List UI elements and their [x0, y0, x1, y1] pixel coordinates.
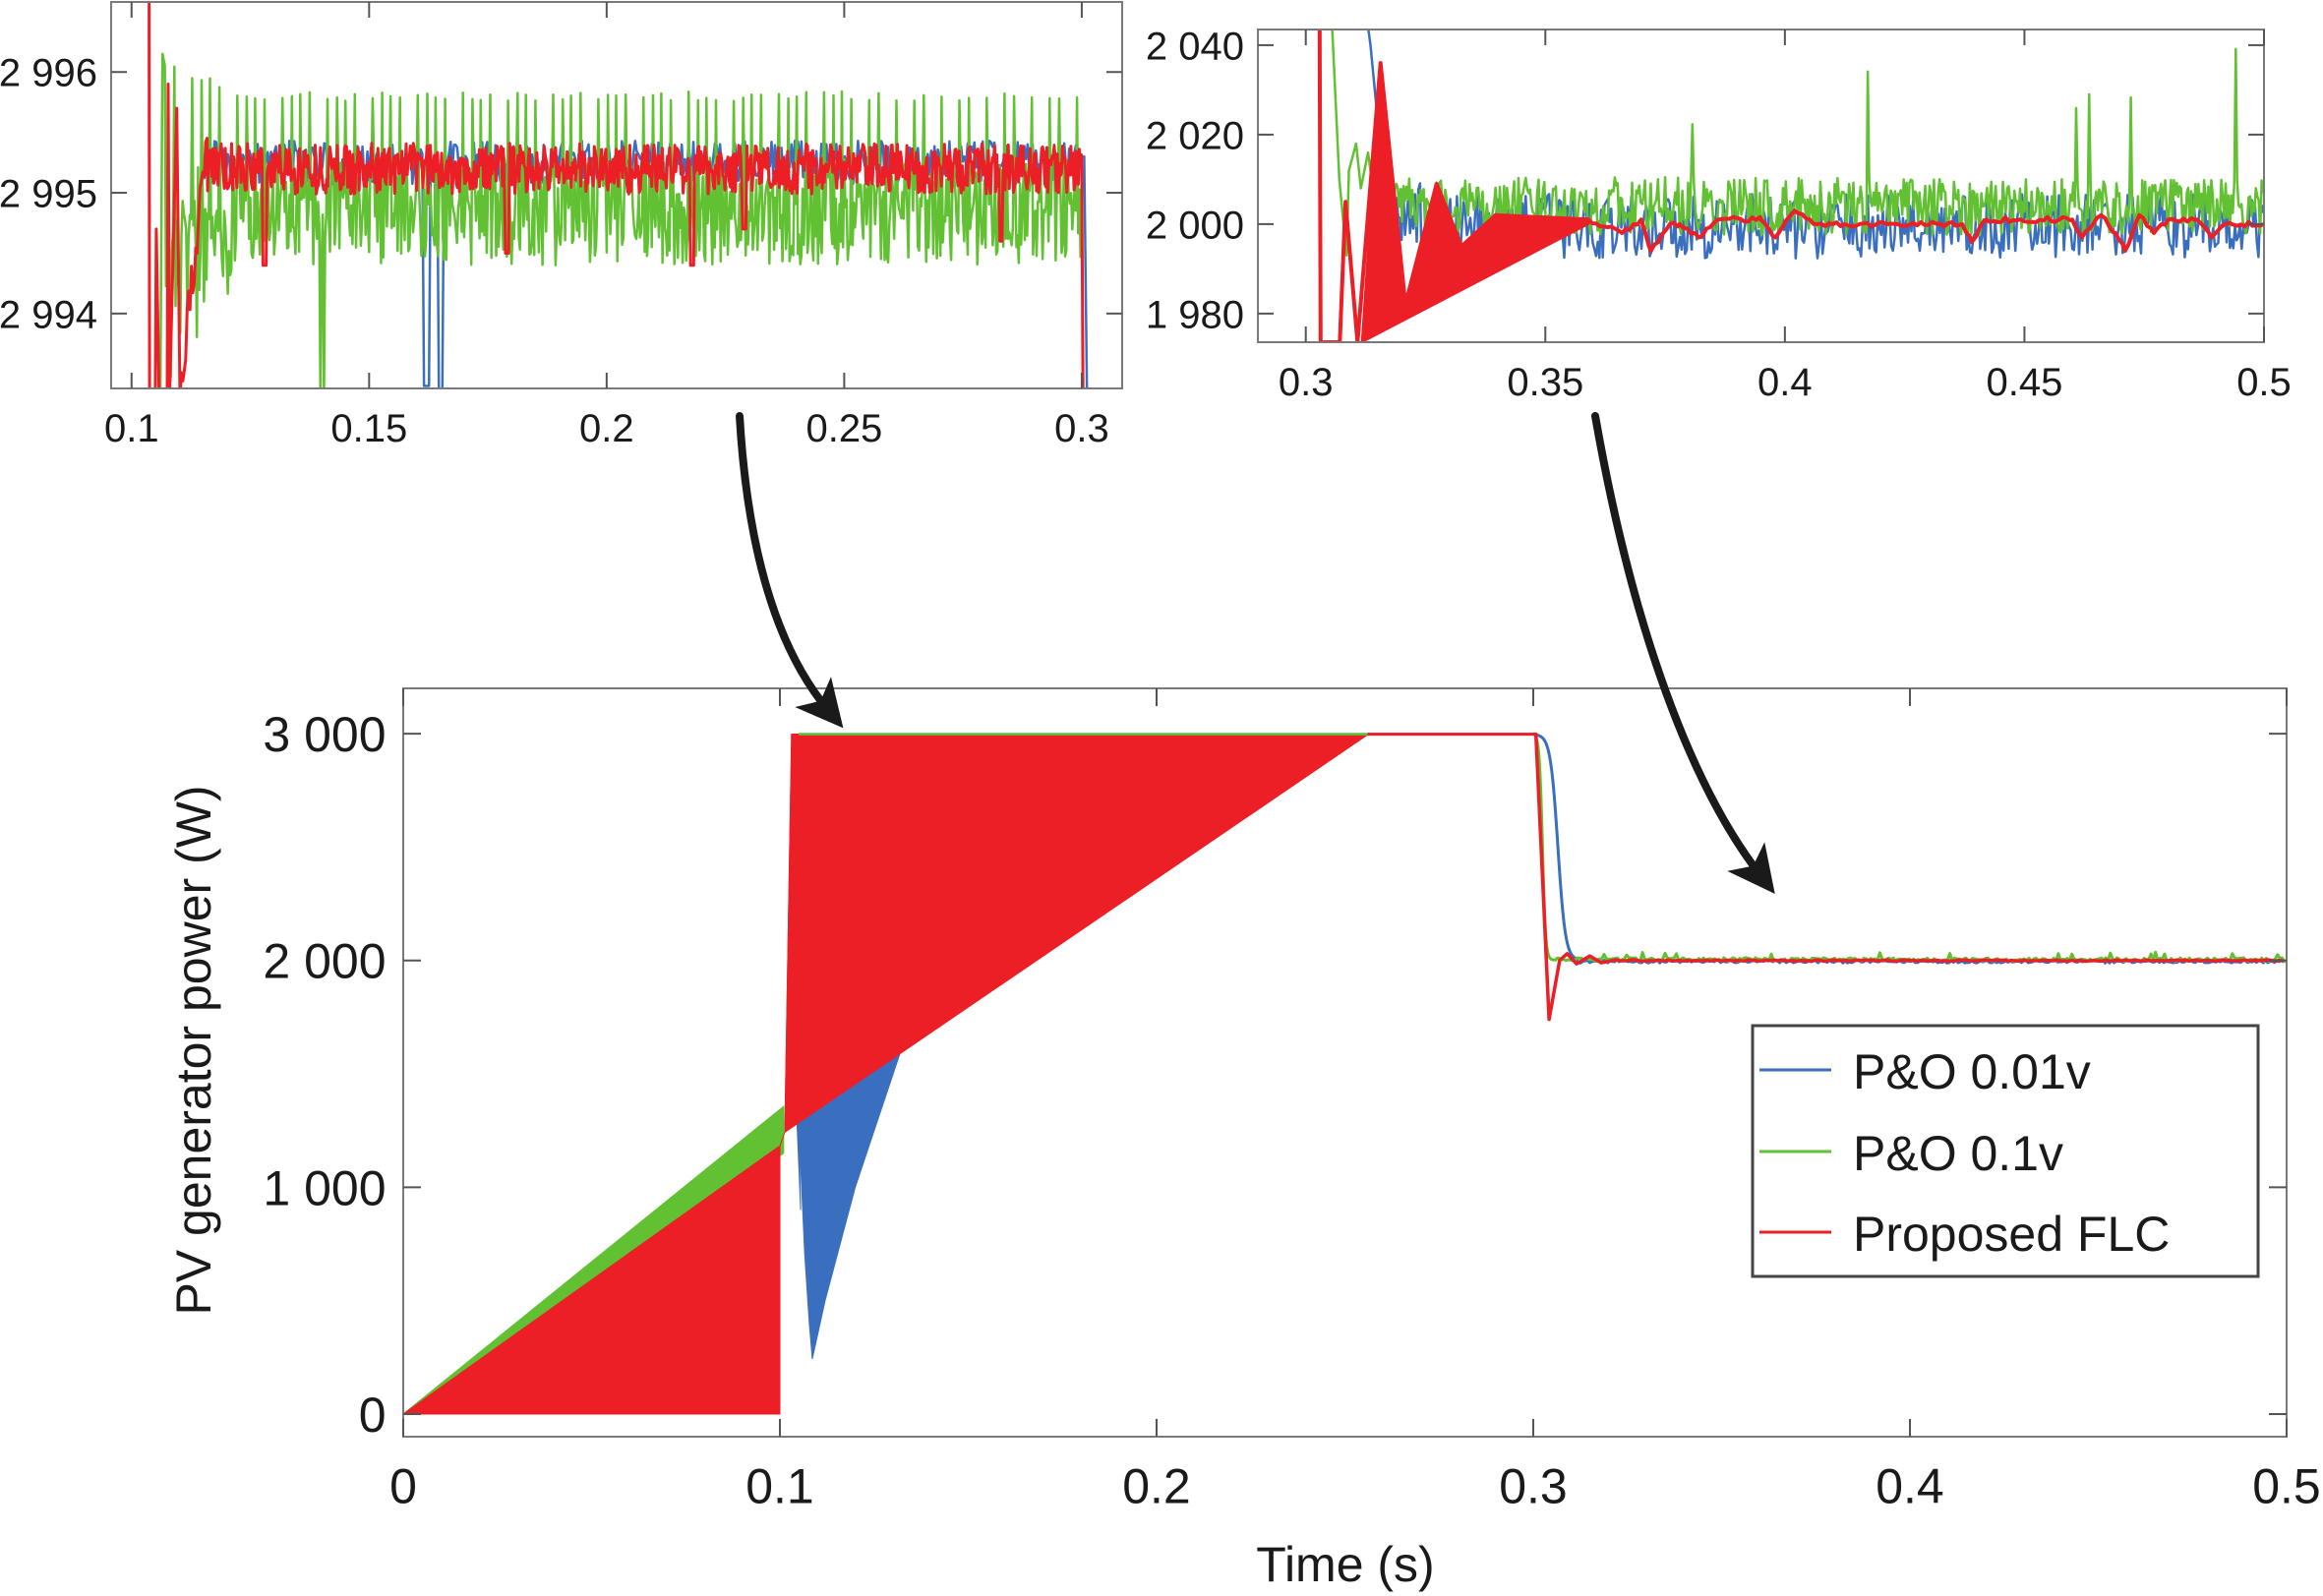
legend-label-po-01: P&O 0.1v [1853, 1126, 2063, 1181]
inset-left-series [148, 2, 1089, 388]
y-tick-label: 0 [359, 1388, 387, 1443]
main-axes-box [402, 687, 2288, 1438]
legend-label-flc: Proposed FLC [1853, 1207, 2170, 1262]
x-tick-label: 0.3 [1279, 361, 1334, 404]
inset-left-plot: 0.1 0.15 0.2 0.25 0.3 2 994 2 995 2 996 [0, 1, 1123, 450]
main-plot: 0 0.1 0.2 0.3 0.4 0.5 0 1 000 2 000 3 000 Time (s… [166, 687, 2321, 1592]
y-tick-label: 2 040 [1146, 25, 1244, 68]
inset-right-series [1317, 30, 2264, 342]
zoom-arrow-right [1591, 412, 1775, 894]
x-tick-label: 0.2 [579, 407, 634, 450]
inset-right-axes-box [1257, 29, 2265, 343]
inset-right-plot: 0.3 0.35 0.4 0.45 0.5 1 980 2 000 2 020 2 040 [1146, 25, 2292, 404]
zoom-arrow-left [736, 412, 844, 729]
x-tick-label: 0.45 [1986, 361, 2062, 404]
x-tick-label: 0.1 [104, 407, 159, 450]
series-flc-line [1533, 732, 2284, 1022]
inset-right-flc-line [1317, 30, 2264, 342]
y-axis-label: PV generator power (W) [166, 785, 221, 1315]
main-series [403, 732, 2287, 1415]
main-ticks: 0 0.1 0.2 0.3 0.4 0.5 0 1 000 2 000 3 000 [263, 688, 2321, 1514]
inset-left-po-01-line [158, 52, 1084, 388]
x-tick-label: 0.1 [745, 1459, 814, 1514]
y-tick-label: 2 995 [0, 172, 97, 215]
x-tick-label: 0.2 [1122, 1459, 1191, 1514]
series-flc-ramp [403, 1145, 781, 1415]
y-tick-label: 2 000 [1146, 204, 1244, 247]
x-tick-label: 0.15 [330, 407, 407, 450]
legend: P&O 0.01v P&O 0.1v Proposed FLC [1751, 1024, 2260, 1278]
y-tick-label: 3 000 [263, 707, 386, 762]
x-tick-label: 0.5 [2252, 1459, 2321, 1514]
x-axis-label: Time (s) [1256, 1537, 1434, 1592]
y-tick-label: 2 996 [0, 52, 97, 95]
inset-right-ticks: 0.3 0.35 0.4 0.45 0.5 1 980 2 000 2 020 2 040 [1146, 25, 2292, 404]
legend-label-po-001: P&O 0.01v [1853, 1044, 2091, 1099]
x-tick-label: 0.5 [2236, 361, 2292, 404]
y-tick-label: 2 994 [0, 293, 97, 336]
x-tick-label: 0 [389, 1459, 417, 1514]
x-tick-label: 0.25 [805, 407, 882, 450]
inset-left-ticks: 0.1 0.15 0.2 0.25 0.3 2 994 2 995 2 996 [0, 2, 1122, 450]
y-tick-label: 2 020 [1146, 114, 1244, 157]
inset-left-flc-line [148, 2, 1085, 388]
x-tick-label: 0.4 [1757, 361, 1813, 404]
y-tick-label: 1 000 [263, 1160, 386, 1215]
x-tick-label: 0.3 [1499, 1459, 1568, 1514]
y-tick-label: 2 000 [263, 934, 386, 989]
x-tick-label: 0.3 [1054, 407, 1109, 450]
inset-left-axes-box [110, 1, 1123, 389]
x-tick-label: 0.35 [1507, 361, 1583, 404]
y-tick-label: 1 980 [1146, 293, 1244, 336]
x-tick-label: 0.4 [1876, 1459, 1944, 1514]
legend-box [1751, 1024, 2260, 1278]
